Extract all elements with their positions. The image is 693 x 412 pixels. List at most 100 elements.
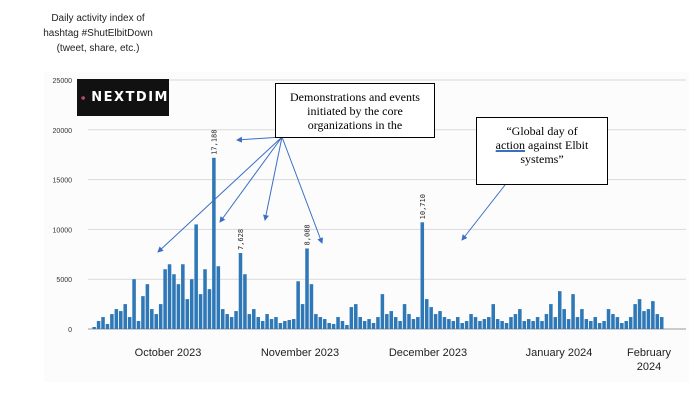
bar [265,314,269,329]
bar [119,311,123,329]
bar [482,319,487,329]
y-axis-caption-line: Daily activity index of [51,13,145,24]
bar [220,309,225,329]
bar [620,323,624,329]
bar [278,323,283,329]
bar [158,304,163,329]
bar [553,317,558,329]
bar [101,317,105,329]
bar [526,319,531,329]
bar [455,317,460,329]
bar [172,274,176,329]
bar [540,321,544,329]
bar [491,304,496,329]
bar [340,321,345,329]
bar [296,281,300,329]
bar [207,289,212,329]
y-tick-label: 20000 [53,128,73,135]
y-axis-caption-line: hashtag #ShutElbitDown [43,28,153,39]
y-axis-caption-line: (tweet, share, etc.) [56,43,140,54]
x-month-label: November 2023 [260,347,340,359]
bar [509,317,513,329]
y-axis-caption: Daily activity index of hashtag #ShutElb… [43,11,153,56]
bar [593,317,597,329]
bar [291,319,296,329]
bar [447,319,451,329]
bar [495,319,500,329]
bar [145,284,150,329]
bar [371,323,376,329]
bar [389,311,394,329]
peak-label: 8,088 [304,224,312,245]
bar [544,314,549,329]
callout-demonstrations: Demonstrations and events initiated by t… [275,83,435,138]
nextdim-logo: NEXTDIM [77,79,169,116]
bar [407,314,411,329]
bar [141,296,145,329]
bar [163,269,167,329]
bar [500,321,504,329]
bar [238,253,243,329]
bar [460,323,464,329]
bar [300,304,305,329]
callout-underlined-word: action [495,138,525,152]
annotation-arrow [263,136,283,221]
bar [287,320,292,329]
annotation-arrow [219,136,283,223]
bar [429,307,433,329]
callout-line-rest: against Elbit [525,138,589,152]
bar [393,317,398,329]
bar [557,291,562,329]
bar [198,294,203,329]
logo-mark-icon [81,95,85,100]
peak-label: 7,628 [237,229,245,250]
bar [314,314,318,329]
annotation-arrows [157,136,506,253]
bar [362,321,367,329]
bar [154,314,159,329]
y-tick-label: 15000 [53,178,73,185]
annotation-arrow [157,136,283,253]
bar [642,311,646,329]
bar [167,264,172,329]
bar [469,314,473,329]
bar [96,321,101,329]
bar [252,309,256,329]
y-tick-labels: 0 5000 10000 15000 20000 25000 [53,78,73,334]
bar [518,309,522,329]
y-tick-label: 25000 [53,78,73,85]
bar [416,317,420,329]
bar [615,317,620,329]
bar [606,309,611,329]
x-month-label: February 2024 [626,347,672,373]
bar [229,317,234,329]
bar [367,319,371,329]
bar [349,307,354,329]
bar [487,317,491,329]
bar [433,314,438,329]
bar [504,323,509,329]
bar [185,299,190,329]
bars [92,157,664,329]
bar [203,269,207,329]
bar [651,301,655,329]
bar [659,317,664,329]
bar [575,317,580,329]
bar [176,284,181,329]
callout-line: systems” [520,152,564,166]
x-month-label: January 2024 [525,347,593,359]
bar [189,279,194,329]
bar [327,323,331,329]
bar [637,299,642,329]
bar [424,299,429,329]
bar [398,321,402,329]
bar [127,317,132,329]
bar [380,294,385,329]
bar [513,314,518,329]
bar [354,304,358,329]
bar [646,309,651,329]
bar [336,317,340,329]
x-month-label: December 2023 [388,347,468,359]
bar [402,304,407,329]
